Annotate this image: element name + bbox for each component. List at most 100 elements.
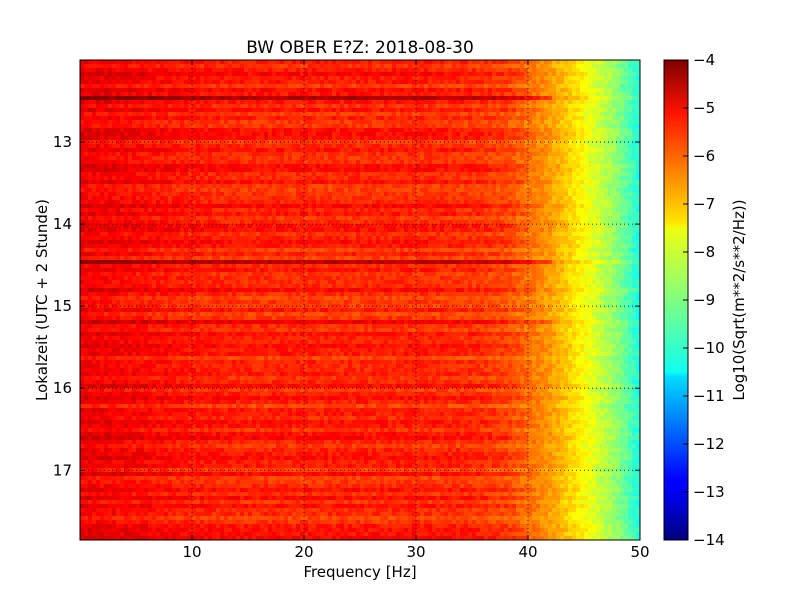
heatmap-cell (392, 108, 397, 113)
heatmap-cell (240, 80, 245, 85)
heatmap-cell (144, 128, 149, 133)
heatmap-cell (396, 188, 401, 193)
heatmap-cell (608, 104, 613, 109)
heatmap-cell (384, 80, 389, 85)
heatmap-cell (416, 68, 421, 73)
heatmap-cell (88, 152, 93, 157)
heatmap-cell (196, 84, 201, 89)
heatmap-cell (92, 176, 97, 181)
heatmap-cell (212, 144, 217, 149)
heatmap-cell (216, 84, 221, 89)
heatmap-cell (288, 176, 293, 181)
heatmap-cell (360, 88, 365, 93)
heatmap-cell (344, 140, 349, 145)
heatmap-cell (436, 64, 441, 69)
heatmap-cell (592, 168, 597, 173)
heatmap-cell (264, 92, 269, 97)
heatmap-cell (152, 68, 157, 73)
heatmap-cell (304, 168, 309, 173)
heatmap-cell (496, 68, 501, 73)
heatmap-cell (616, 124, 621, 129)
heatmap-cell (312, 192, 317, 197)
heatmap-cell (444, 88, 449, 93)
heatmap-cell (536, 184, 541, 189)
heatmap-cell (316, 188, 321, 193)
heatmap-cell (284, 140, 289, 145)
heatmap-cell (192, 80, 197, 85)
heatmap-cell (500, 68, 505, 73)
heatmap-cell (200, 104, 205, 109)
heatmap-cell (400, 188, 405, 193)
heatmap-cell (368, 64, 373, 69)
heatmap-cell (128, 112, 133, 117)
heatmap-cell (136, 192, 141, 197)
heatmap-cell (392, 84, 397, 89)
heatmap-cell (476, 160, 481, 165)
heatmap-cell (184, 192, 189, 197)
heatmap-cell (408, 80, 413, 85)
heatmap-cell (260, 96, 265, 101)
heatmap-cell (108, 96, 113, 101)
heatmap-cell (136, 144, 141, 149)
heatmap-cell (268, 188, 273, 193)
heatmap-cell (340, 136, 345, 141)
heatmap-cell (632, 172, 637, 177)
heatmap-cell (296, 196, 301, 201)
heatmap-cell (292, 104, 297, 109)
heatmap-cell (252, 136, 257, 141)
heatmap-cell (204, 180, 209, 185)
heatmap-cell (144, 96, 149, 101)
heatmap-cell (588, 92, 593, 97)
heatmap-cell (156, 76, 161, 81)
heatmap-cell (176, 192, 181, 197)
heatmap-cell (316, 164, 321, 169)
heatmap-cell (444, 96, 449, 101)
heatmap-cell (292, 140, 297, 145)
heatmap-cell (160, 156, 165, 161)
heatmap-cell (408, 124, 413, 129)
heatmap-cell (144, 84, 149, 89)
heatmap-cell (360, 80, 365, 85)
heatmap-cell (488, 180, 493, 185)
heatmap-cell (464, 104, 469, 109)
heatmap-cell (112, 124, 117, 129)
heatmap-cell (616, 136, 621, 141)
heatmap-cell (392, 152, 397, 157)
heatmap-cell (608, 152, 613, 157)
heatmap-cell (136, 164, 141, 169)
heatmap-cell (588, 148, 593, 153)
heatmap-cell (592, 88, 597, 93)
heatmap-cell (364, 92, 369, 97)
heatmap-cell (488, 124, 493, 129)
heatmap-cell (348, 196, 353, 201)
heatmap-cell (348, 60, 353, 65)
heatmap-cell (92, 184, 97, 189)
heatmap-cell (220, 176, 225, 181)
heatmap-cell (196, 176, 201, 181)
heatmap-cell (152, 112, 157, 117)
heatmap-cell (548, 84, 553, 89)
heatmap-cell (152, 88, 157, 93)
heatmap-cell (228, 160, 233, 165)
heatmap-cell (268, 84, 273, 89)
heatmap-cell (384, 176, 389, 181)
heatmap-cell (488, 92, 493, 97)
heatmap-cell (504, 128, 509, 133)
heatmap-cell (348, 156, 353, 161)
heatmap-cell (124, 168, 129, 173)
heatmap-cell (156, 160, 161, 165)
heatmap-cell (452, 108, 457, 113)
heatmap-cell (380, 116, 385, 121)
heatmap-cell (124, 144, 129, 149)
heatmap-cell (336, 64, 341, 69)
heatmap-cell (436, 92, 441, 97)
heatmap-cell (80, 128, 85, 133)
heatmap-cell (508, 104, 513, 109)
heatmap-cell (516, 96, 521, 101)
heatmap-cell (120, 144, 125, 149)
heatmap-cell (248, 196, 253, 201)
heatmap-cell (368, 144, 373, 149)
heatmap-cell (144, 136, 149, 141)
heatmap-cell (220, 92, 225, 97)
heatmap-cell (360, 116, 365, 121)
